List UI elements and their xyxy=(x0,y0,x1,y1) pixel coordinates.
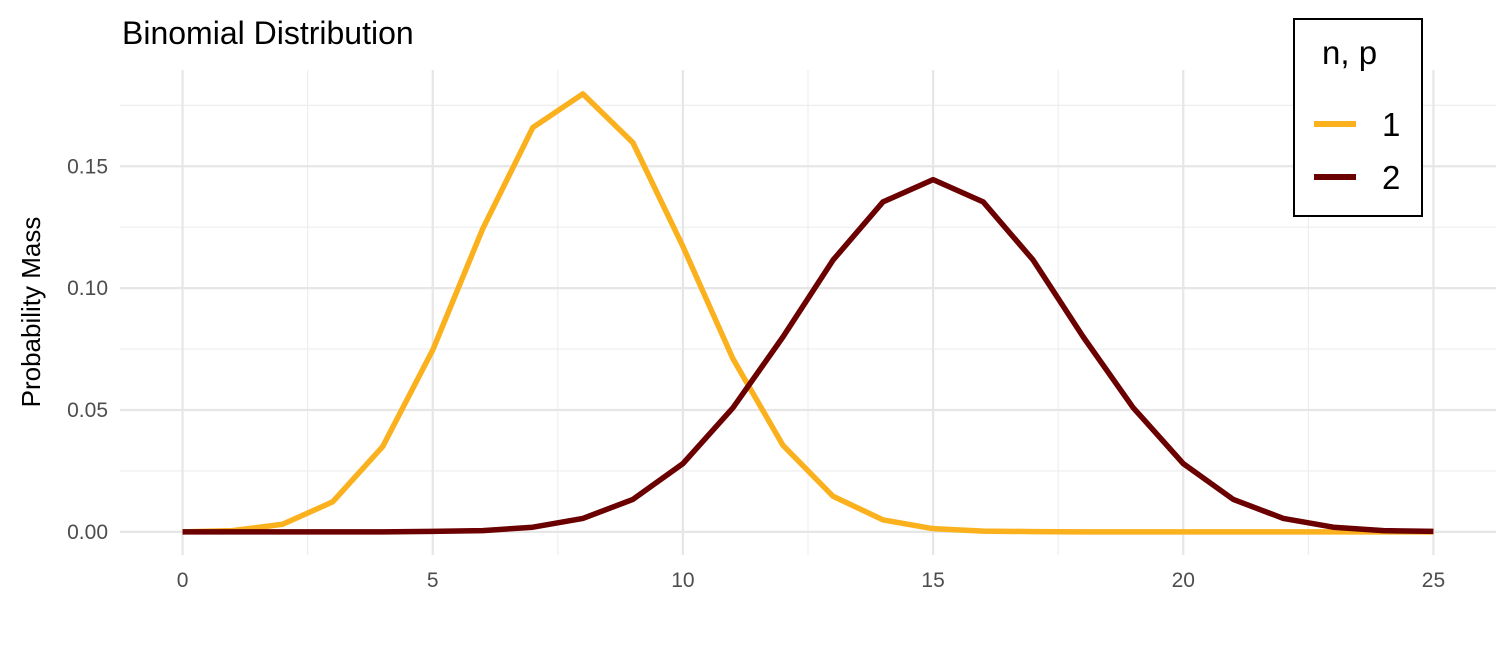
legend-box xyxy=(1293,18,1423,217)
y-tick-label: 0.05 xyxy=(67,399,108,422)
y-axis-title: Probability Mass xyxy=(16,217,46,408)
x-tick-label: 10 xyxy=(671,569,694,592)
y-tick-label: 0.15 xyxy=(67,155,108,178)
grid xyxy=(120,70,1496,555)
tick-labels: 0 5 10 15 20 25 0.00 0.05 0.10 0.15 xyxy=(67,155,1445,592)
legend-label-2: 2 xyxy=(1382,159,1400,196)
x-tick-label: 5 xyxy=(427,569,439,592)
chart-title: Binomial Distribution xyxy=(122,15,414,51)
x-tick-label: 15 xyxy=(921,569,944,592)
series-line-1 xyxy=(182,91,1434,535)
x-tick-label: 0 xyxy=(177,569,189,592)
y-tick-label: 0.00 xyxy=(67,521,108,544)
legend-title: n, p xyxy=(1322,34,1377,71)
series-line-2 xyxy=(182,176,1434,535)
legend-items: 12 xyxy=(1314,106,1400,196)
y-tick-label: 0.10 xyxy=(67,277,108,300)
series-lines xyxy=(182,91,1434,535)
x-tick-label: 25 xyxy=(1422,569,1445,592)
legend: n, p 12 xyxy=(1293,18,1423,217)
legend-label-1: 1 xyxy=(1382,106,1400,143)
x-tick-label: 20 xyxy=(1172,569,1195,592)
